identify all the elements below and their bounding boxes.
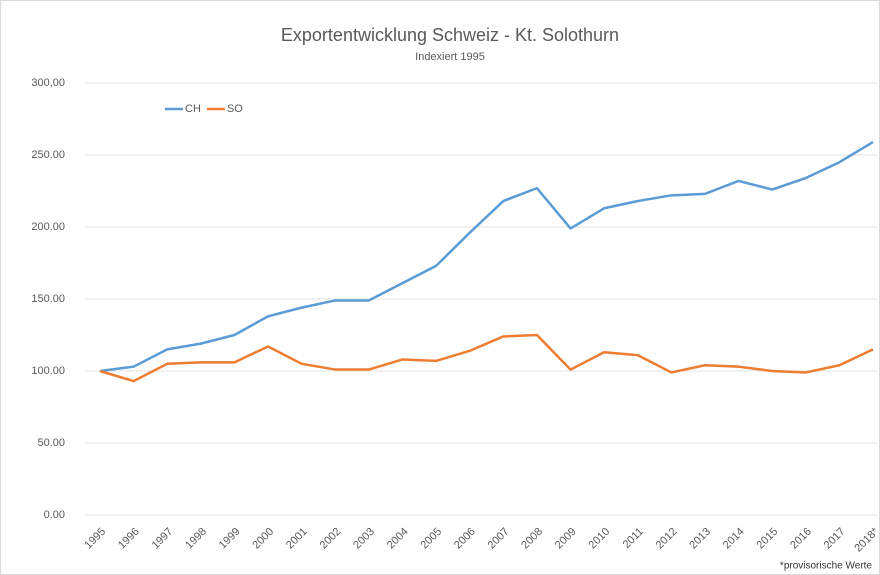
y-tick-label: 250.00 [31,149,65,161]
y-tick-label: 100.00 [31,365,65,377]
legend-label: CH [185,103,201,115]
y-tick-label: 50.00 [37,437,65,449]
chart-title: Exportentwicklung Schweiz - Kt. Solothur… [281,25,619,45]
footnote: *provisorische Werte [780,561,873,572]
chart-subtitle: Indexiert 1995 [415,51,485,63]
legend-label: SO [227,103,243,115]
line-series [99,333,874,383]
y-tick-label: 150.00 [31,293,65,305]
line-series [99,140,874,373]
y-tick-label: 200.00 [31,221,65,233]
y-tick-label: 300,00 [31,77,65,89]
y-tick-label: 0.00 [44,509,65,521]
